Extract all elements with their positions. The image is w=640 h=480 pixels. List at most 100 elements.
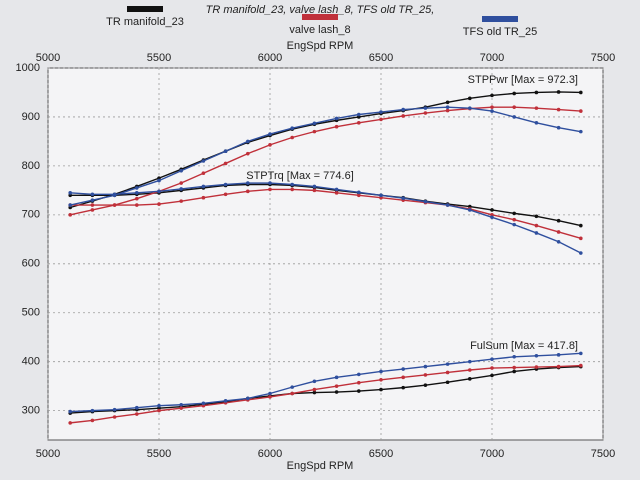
- point: [68, 421, 72, 425]
- point: [312, 390, 317, 395]
- point: [312, 184, 317, 189]
- point: [490, 105, 494, 109]
- point: [512, 354, 516, 359]
- point: [157, 178, 161, 183]
- point: [490, 357, 494, 362]
- point: [312, 188, 317, 193]
- point: [179, 406, 183, 410]
- point: [179, 168, 183, 173]
- point: [112, 192, 117, 197]
- point: [68, 409, 72, 414]
- subtitle: TR manifold_23, valve lash_8, TFS old TR…: [206, 4, 435, 16]
- point: [357, 112, 361, 117]
- point: [579, 363, 583, 368]
- point: [490, 109, 494, 113]
- top-x-tick-label: 6500: [369, 52, 393, 64]
- point: [423, 364, 428, 369]
- point: [246, 396, 250, 401]
- point: [423, 199, 428, 204]
- point: [68, 213, 72, 217]
- point: [423, 373, 428, 377]
- point: [290, 385, 295, 389]
- point: [401, 367, 406, 371]
- point: [534, 354, 539, 358]
- point: [379, 369, 383, 374]
- point: [401, 375, 406, 380]
- point: [90, 203, 95, 207]
- annotation: STPTrq [Max = 774.6]: [246, 170, 354, 182]
- point: [445, 362, 450, 366]
- y-tick-label: 500: [22, 307, 40, 319]
- point: [579, 351, 583, 356]
- point: [556, 353, 561, 357]
- point: [512, 217, 516, 222]
- point: [223, 182, 228, 187]
- point: [246, 139, 250, 144]
- point: [179, 181, 183, 185]
- point: [512, 105, 516, 109]
- point: [157, 408, 161, 413]
- point: [512, 115, 516, 119]
- point: [179, 187, 183, 191]
- point: [357, 372, 361, 377]
- point: [135, 203, 139, 207]
- point: [268, 181, 272, 185]
- series-line: [70, 364, 581, 424]
- point: [534, 214, 539, 219]
- top-x-tick-label: 7500: [591, 52, 615, 64]
- legend-label: TR manifold_23: [106, 16, 184, 28]
- point: [490, 366, 494, 370]
- legend-label: TFS old TR_25: [463, 26, 537, 38]
- point: [334, 187, 339, 192]
- point: [445, 370, 450, 375]
- series-line: [70, 365, 581, 414]
- point: [290, 135, 295, 140]
- x-tick-label: 5500: [147, 448, 171, 460]
- annotation: FulSum [Max = 417.8]: [470, 340, 578, 352]
- point: [534, 121, 539, 125]
- plot-area: [47, 67, 604, 441]
- series-line: [70, 106, 581, 216]
- point: [157, 403, 161, 408]
- point: [112, 407, 117, 412]
- point: [401, 114, 406, 118]
- point: [401, 385, 406, 390]
- point: [112, 203, 117, 207]
- x-tick-label: 6500: [369, 448, 393, 460]
- point: [268, 187, 272, 192]
- series-line: [70, 188, 581, 240]
- y-tick-label: 300: [22, 405, 40, 417]
- point: [468, 96, 472, 101]
- legend-label: valve lash_8: [289, 24, 350, 36]
- point: [468, 359, 472, 364]
- point: [201, 195, 206, 200]
- point: [423, 106, 428, 110]
- series-line: [70, 182, 582, 254]
- point: [135, 191, 139, 195]
- point: [223, 161, 228, 166]
- point: [312, 121, 317, 126]
- y-tick-label: 700: [22, 209, 40, 221]
- point: [290, 182, 295, 187]
- point: [201, 159, 206, 163]
- y-tick-label: 900: [22, 111, 40, 123]
- y-tick-label: 800: [22, 160, 40, 172]
- point: [246, 151, 250, 156]
- point: [223, 149, 228, 154]
- annotation: STPPwr [Max = 972.3]: [468, 74, 578, 86]
- point: [290, 391, 295, 396]
- y-tick-label: 1000: [16, 62, 40, 74]
- point: [512, 222, 516, 227]
- point: [490, 215, 494, 220]
- point: [334, 116, 339, 121]
- point: [357, 380, 361, 385]
- point: [246, 189, 250, 194]
- x-tick-label: 7500: [591, 448, 615, 460]
- x-axis-label: EngSpd RPM: [287, 460, 354, 472]
- x-tick-label: 5000: [36, 448, 60, 460]
- point: [490, 373, 494, 378]
- point: [379, 110, 383, 114]
- point: [534, 231, 539, 235]
- point: [534, 90, 539, 95]
